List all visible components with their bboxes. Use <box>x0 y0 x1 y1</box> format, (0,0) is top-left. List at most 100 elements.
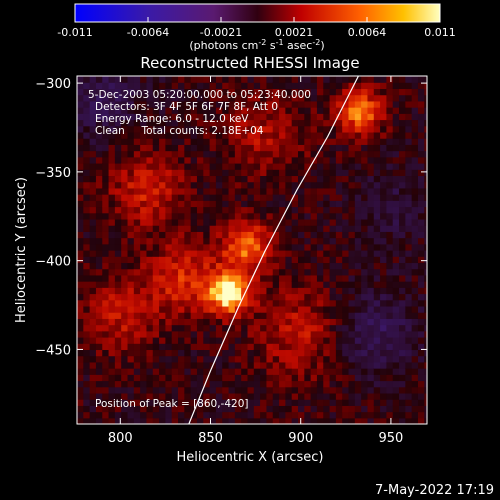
heatmap-cell <box>304 293 312 301</box>
heatmap-cell <box>140 330 148 338</box>
heatmap-cell <box>228 368 236 375</box>
heatmap-cell <box>95 125 103 133</box>
heatmap-cell <box>424 144 427 152</box>
heatmap-cell <box>411 343 419 351</box>
heatmap-cell <box>165 131 173 139</box>
heatmap-cell <box>83 218 91 226</box>
heatmap-cell <box>83 200 91 208</box>
heatmap-cell <box>304 250 312 257</box>
heatmap-cell <box>424 324 427 332</box>
heatmap-cell <box>272 76 280 83</box>
heatmap-cell <box>234 82 242 90</box>
heatmap-cell <box>361 330 369 338</box>
heatmap-cell <box>95 200 103 208</box>
y-tick-label: −400 <box>35 255 71 270</box>
heatmap-cell <box>342 361 350 369</box>
heatmap-cell <box>127 212 135 220</box>
heatmap-cell <box>121 274 129 282</box>
heatmap-cell <box>165 417 173 424</box>
heatmap-cell <box>228 386 236 394</box>
heatmap-cell <box>285 256 293 264</box>
heatmap-cell <box>298 119 305 127</box>
heatmap-cell <box>386 194 394 201</box>
heatmap-cell <box>127 281 135 288</box>
heatmap-cell <box>215 355 223 363</box>
heatmap-cell <box>215 107 223 114</box>
heatmap-cell <box>260 163 268 170</box>
heatmap-cell <box>190 256 198 264</box>
heatmap-cell <box>89 194 97 201</box>
heatmap-cell <box>316 88 324 96</box>
heatmap-cell <box>77 324 84 332</box>
heatmap-cell <box>361 256 369 264</box>
heatmap-cell <box>133 386 141 394</box>
heatmap-cell <box>310 355 318 363</box>
heatmap-cell <box>392 113 400 121</box>
heatmap-cell <box>399 293 406 301</box>
heatmap-cell <box>178 218 185 226</box>
heatmap-cell <box>285 268 293 276</box>
heatmap-cell <box>380 212 388 220</box>
heatmap-cell <box>304 76 312 83</box>
heatmap-cell <box>304 368 312 375</box>
heatmap-cell <box>121 318 129 326</box>
heatmap-cell <box>304 94 312 102</box>
heatmap-cell <box>323 88 331 96</box>
heatmap-cell <box>361 125 369 133</box>
heatmap-cell <box>152 169 160 177</box>
heatmap-cell <box>405 94 413 102</box>
heatmap-cell <box>171 150 179 158</box>
heatmap-cell <box>316 305 324 313</box>
heatmap-cell <box>140 405 148 413</box>
heatmap-cell <box>411 305 419 313</box>
heatmap-cell <box>316 243 324 251</box>
heatmap-cell <box>392 411 400 419</box>
heatmap-cell <box>178 380 185 388</box>
heatmap-cell <box>152 237 160 245</box>
heatmap-cell <box>348 100 356 108</box>
heatmap-cell <box>89 138 97 145</box>
heatmap-cell <box>272 107 280 114</box>
colorbar-tick-label: 0.011 <box>424 26 456 39</box>
heatmap-cell <box>102 107 110 114</box>
heatmap-cell <box>335 343 343 351</box>
heatmap-cell <box>279 318 286 326</box>
heatmap-cell <box>367 392 375 400</box>
heatmap-cell <box>329 94 337 102</box>
heatmap-cell <box>159 119 166 127</box>
heatmap-cell <box>146 305 154 313</box>
heatmap-cell <box>241 312 249 319</box>
heatmap-cell <box>196 175 204 183</box>
heatmap-cell <box>203 361 211 369</box>
heatmap-cell <box>298 405 305 413</box>
heatmap-cell <box>215 374 223 382</box>
heatmap-cell <box>348 94 356 102</box>
heatmap-cell <box>171 368 179 375</box>
heatmap-cell <box>108 318 116 326</box>
heatmap-cell <box>247 268 255 276</box>
heatmap-cell <box>152 299 160 307</box>
heatmap-cell <box>354 324 362 332</box>
heatmap-cell <box>190 374 198 382</box>
heatmap-cell <box>386 237 394 245</box>
heatmap-cell <box>95 175 103 183</box>
heatmap-cell <box>304 337 312 344</box>
heatmap-cell <box>392 324 400 332</box>
heatmap-cell <box>114 250 122 257</box>
heatmap-cell <box>171 243 179 251</box>
heatmap-cell <box>146 349 154 357</box>
heatmap-cell <box>102 324 110 332</box>
heatmap-cell <box>196 380 204 388</box>
heatmap-cell <box>392 287 400 295</box>
heatmap-cell <box>253 206 261 214</box>
heatmap-cell <box>285 250 293 257</box>
heatmap-cell <box>114 225 122 232</box>
heatmap-cell <box>247 82 255 90</box>
heatmap-cell <box>386 138 394 145</box>
heatmap-cell <box>380 218 388 226</box>
heatmap-cell <box>184 318 192 326</box>
heatmap-cell <box>165 125 173 133</box>
heatmap-cell <box>102 218 110 226</box>
heatmap-cell <box>392 312 400 319</box>
heatmap-cell <box>335 237 343 245</box>
